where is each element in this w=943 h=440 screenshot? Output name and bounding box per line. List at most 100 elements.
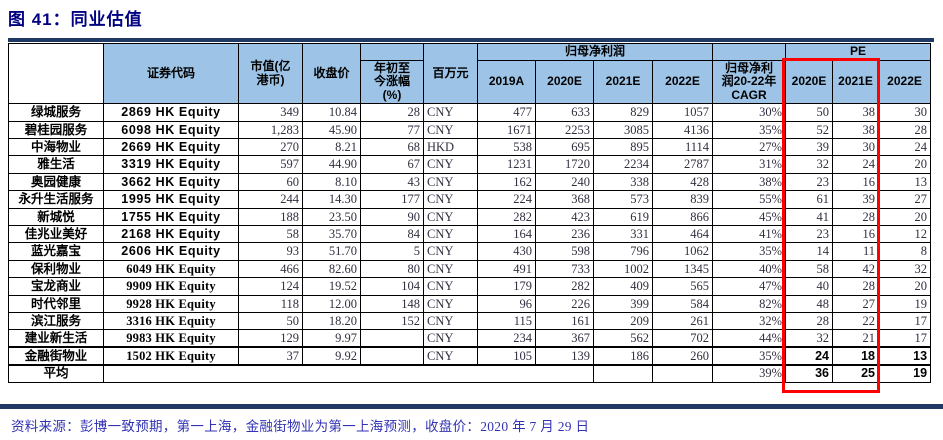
table-row: 时代邻里 9928 HK Equity 118 12.00 148 CNY 96 226 399… [8, 294, 932, 314]
profit-2022e: 1057 [651, 103, 714, 122]
ticker: 2606 HK Equity [103, 242, 239, 261]
ticker: 1755 HK Equity [103, 207, 239, 227]
ytd-change [360, 329, 424, 348]
company-name: 永升生活服务 [8, 190, 104, 209]
profit-2020e: 139 [535, 346, 594, 366]
profit-2019a: 430 [477, 242, 536, 261]
ytd-change: 5 [360, 242, 424, 261]
pe-2022e-value: 24 [878, 138, 932, 157]
pe-2021e-value: 11 [832, 242, 880, 261]
pe-2020e-value: 32 [785, 155, 834, 174]
header-spacer-ytd [360, 43, 424, 61]
ytd-change: 77 [360, 120, 424, 140]
ytd-change: 148 [360, 294, 424, 314]
pe-2020e-value: 61 [785, 190, 834, 209]
company-name: 雅生活 [8, 155, 104, 174]
table-row: 蓝光嘉宝 2606 HK Equity 93 51.70 5 CNY 430 598 796 10… [8, 242, 932, 261]
profit-2022e: 839 [651, 190, 714, 209]
market-cap: 349 [238, 103, 303, 122]
table-row: 金融街物业 1502 HK Equity 37 9.92 CNY 105 139 186 260… [8, 346, 932, 366]
header-cagr: 归母净利 润20-22年 CAGR [712, 59, 787, 105]
ticker: 1502 HK Equity [103, 346, 239, 366]
pe-2021e-value: 30 [832, 138, 880, 157]
cagr-value: 41% [712, 225, 787, 244]
header-profit-2021e: 2021E [593, 59, 653, 105]
profit-2019a: 1231 [477, 155, 536, 174]
pe-2022e-value: 20 [878, 277, 932, 296]
table-row: 新城悦 1755 HK Equity 188 23.50 90 CNY 282 423 619 8… [8, 207, 932, 227]
ytd-change: 90 [360, 207, 424, 227]
pe-2021e-value: 16 [832, 225, 880, 244]
cagr-value: 35% [712, 242, 787, 261]
header-market-cap: 市值(亿 港币) [238, 42, 303, 105]
currency: CNY [423, 103, 478, 122]
market-cap: 270 [238, 138, 303, 157]
ytd-change: 80 [360, 259, 424, 279]
market-cap: 37 [238, 346, 303, 366]
profit-2022e: 261 [651, 311, 714, 331]
close-price: 44.90 [302, 155, 361, 174]
company-name: 滨江服务 [8, 311, 104, 331]
average-pe-2022e: 19 [878, 363, 932, 383]
pe-2022e-value: 30 [878, 103, 932, 122]
profit-2019a: 224 [477, 190, 536, 209]
market-cap: 58 [238, 225, 303, 244]
profit-2022e: 565 [651, 277, 714, 296]
pe-2020e-value: 28 [785, 311, 834, 331]
profit-2022e: 428 [651, 172, 714, 192]
profit-2019a: 105 [477, 346, 536, 366]
ticker: 3662 HK Equity [103, 172, 239, 192]
ytd-change [360, 346, 424, 366]
profit-2019a: 115 [477, 311, 536, 331]
pe-2022e-value: 17 [878, 329, 932, 348]
pe-2020e-value: 50 [785, 103, 834, 122]
header-profit-2019a: 2019A [477, 59, 536, 105]
cagr-value: 47% [712, 277, 787, 296]
header-profit-2020e: 2020E [535, 59, 594, 105]
profit-2019a: 538 [477, 138, 536, 157]
header-ytd-change: 年初至 今涨幅 (%) [360, 59, 424, 105]
valuation-table-area: 证券代码 市值(亿 港币) 收盘价 百万元 归母净利润 PE 年初至 今涨幅 (… [8, 38, 934, 393]
ytd-change: 104 [360, 277, 424, 296]
profit-2019a: 477 [477, 103, 536, 122]
company-name: 蓝光嘉宝 [8, 242, 104, 261]
pe-2020e-value: 48 [785, 294, 834, 314]
profit-2019a: 491 [477, 259, 536, 279]
average-pe-2020e: 36 [785, 363, 834, 383]
profit-2019a: 234 [477, 329, 536, 348]
pe-2022e-value: 20 [878, 207, 932, 227]
company-name: 金融街物业 [8, 346, 104, 366]
market-cap: 93 [238, 242, 303, 261]
pe-2022e-value: 28 [878, 120, 932, 140]
cagr-value: 40% [712, 259, 787, 279]
profit-2020e: 282 [535, 277, 594, 296]
close-price: 9.97 [302, 329, 361, 348]
pe-2021e-value: 28 [832, 277, 880, 296]
currency: CNY [423, 294, 478, 314]
currency: HKD [423, 138, 478, 157]
cagr-value: 35% [712, 346, 787, 366]
currency: CNY [423, 225, 478, 244]
ticker: 2168 HK Equity [103, 225, 239, 244]
pe-2021e-value: 38 [832, 120, 880, 140]
average-label: 平均 [8, 363, 104, 383]
cagr-value: 32% [712, 311, 787, 331]
profit-2020e: 2253 [535, 120, 594, 140]
market-cap: 60 [238, 172, 303, 192]
pe-2021e-value: 24 [832, 155, 880, 174]
market-cap: 129 [238, 329, 303, 348]
company-name: 建业新生活 [8, 329, 104, 348]
company-name: 中海物业 [8, 138, 104, 157]
pe-2022e-value: 17 [878, 311, 932, 331]
pe-2020e-value: 23 [785, 225, 834, 244]
close-price: 9.92 [302, 346, 361, 366]
cagr-value: 31% [712, 155, 787, 174]
currency: CNY [423, 277, 478, 296]
pe-2021e-value: 21 [832, 329, 880, 348]
ticker: 1995 HK Equity [103, 190, 239, 209]
profit-2020e: 695 [535, 138, 594, 157]
market-cap: 188 [238, 207, 303, 227]
pe-2022e-value: 32 [878, 259, 932, 279]
header-blank-cell [8, 42, 104, 105]
profit-2022e: 1345 [651, 259, 714, 279]
